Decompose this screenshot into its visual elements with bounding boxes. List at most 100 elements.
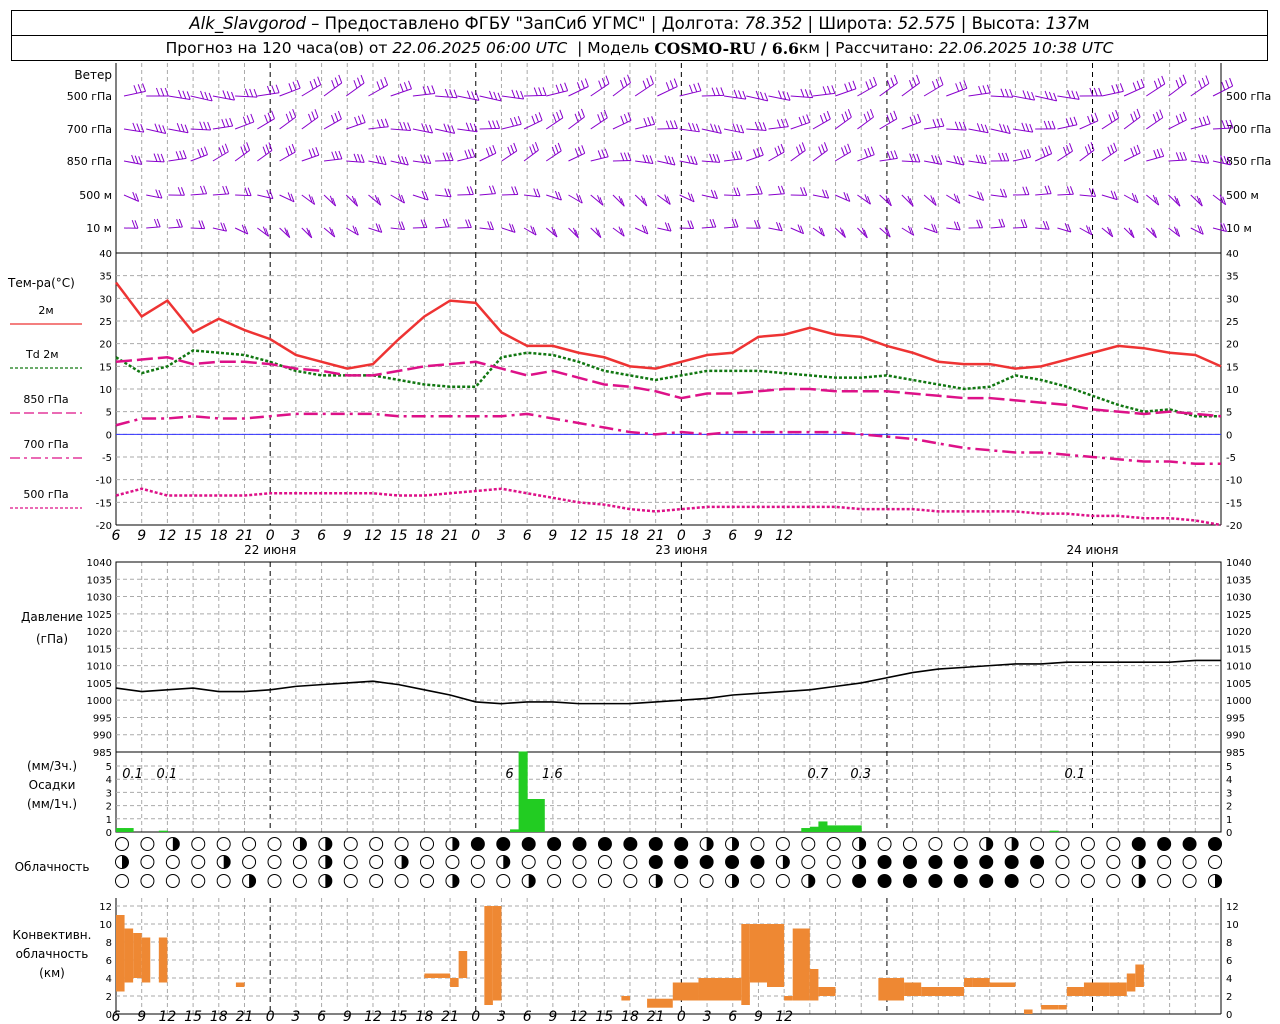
wind-barb-feather xyxy=(1160,148,1165,157)
wind-barb xyxy=(524,94,547,97)
wind-barb-feather xyxy=(580,80,585,89)
wind-barb-feather xyxy=(182,150,187,159)
wind-barb-feather xyxy=(1113,191,1118,200)
wind-barb xyxy=(879,157,898,162)
wind-barb-feather xyxy=(1093,87,1098,97)
wind-barb-feather xyxy=(1009,89,1014,98)
wind-barb-feather xyxy=(376,81,381,90)
wind-barb-feather xyxy=(823,112,828,122)
wind-barb-feather xyxy=(953,193,958,202)
wind-barb-feather xyxy=(375,223,380,232)
wind-barb-feather xyxy=(804,89,809,98)
cloud-symbol xyxy=(1055,874,1070,888)
wind-barb xyxy=(346,122,366,130)
wind-barb-feather xyxy=(645,154,650,164)
wind-barb-feather xyxy=(755,90,760,100)
cloud-symbol xyxy=(877,837,892,851)
temp-ytick: 30 xyxy=(99,294,112,305)
conv-bar xyxy=(1066,987,1084,996)
wind-barb-feather xyxy=(1201,77,1206,87)
cloud-symbol-half xyxy=(223,855,231,869)
wind-barb-feather xyxy=(731,151,736,160)
wind-barb-feather xyxy=(826,85,831,95)
wind-barb-feather xyxy=(801,142,806,151)
wind-barb-feather xyxy=(962,121,967,131)
wind-barb xyxy=(257,92,280,97)
pressure-ytick-right: 1025 xyxy=(1226,610,1251,621)
temp-ytick-right: 0 xyxy=(1226,430,1232,441)
wind-barb xyxy=(923,227,938,234)
wind-barb-feather xyxy=(551,227,556,236)
cloud-symbol-half xyxy=(808,874,815,888)
wind-barb-feather xyxy=(867,196,871,205)
precip-ytick-right: 0 xyxy=(1226,828,1232,839)
conv-bar xyxy=(741,924,750,1005)
conv-label: Конвективн. xyxy=(13,928,92,942)
wind-barb-feather xyxy=(1132,82,1137,91)
wind-barb-feather xyxy=(554,190,559,200)
hour-label: 3 xyxy=(703,1009,712,1024)
wind-barb xyxy=(590,83,610,97)
wind-barb-feather xyxy=(186,91,191,100)
pressure-ytick: 995 xyxy=(93,713,112,724)
wind-barb-feather xyxy=(839,227,844,236)
wind-barb-feather xyxy=(870,108,874,118)
temp-ytick-right: -10 xyxy=(1226,476,1242,487)
wind-barb xyxy=(1101,227,1114,238)
cloud-symbol xyxy=(242,855,257,869)
wind-barb-feather xyxy=(176,219,181,228)
cloud-symbol xyxy=(877,874,892,888)
cloud-symbol xyxy=(1182,837,1197,851)
precip-bar xyxy=(527,799,537,832)
wind-barb xyxy=(1190,123,1211,130)
precip-title: Осадки xyxy=(29,778,76,792)
wind-barb-feather xyxy=(533,87,538,96)
wind-barb xyxy=(1079,120,1099,130)
wind-barb-feather xyxy=(266,85,271,95)
wind-barb-feather xyxy=(133,85,138,94)
wind-barb xyxy=(834,227,846,238)
wind-barb-feather xyxy=(844,83,849,92)
wind-barb-feather xyxy=(1182,111,1187,121)
wind-barb-feather xyxy=(243,144,248,153)
cloud-symbol xyxy=(699,855,714,869)
wind-barb xyxy=(1057,150,1073,162)
temp-ytick-right: 20 xyxy=(1226,340,1239,351)
cloud-symbol xyxy=(216,874,231,888)
wind-barb-feather xyxy=(490,221,494,230)
wind-barb-feather xyxy=(464,150,469,159)
wind-barb-feather xyxy=(420,154,425,163)
wind-barb-feather xyxy=(977,191,982,200)
wind-barb-feather xyxy=(572,227,577,237)
conv-bar xyxy=(904,982,922,996)
wind-barb-feather xyxy=(557,191,562,201)
cloud-symbol xyxy=(572,855,587,869)
wind-barb-feather xyxy=(360,74,365,84)
cloud-symbol xyxy=(572,874,587,888)
wind-barb-feather xyxy=(777,185,782,195)
wind-barb-feather xyxy=(686,154,691,164)
wind-barb-feather xyxy=(447,188,452,197)
cloud-symbol xyxy=(826,837,841,851)
wind-barb-feather xyxy=(620,198,625,207)
pressure-precip-frame xyxy=(115,561,1222,833)
wind-barb xyxy=(1146,83,1166,97)
wind-barb xyxy=(612,194,625,207)
wind-barb-feather xyxy=(733,89,738,99)
conv-bar xyxy=(158,937,168,983)
wind-barb xyxy=(412,128,433,134)
wind-barb xyxy=(834,151,851,162)
wind-barb-feather xyxy=(291,143,296,153)
wind-barb-feather xyxy=(267,112,272,121)
wind-barb-feather xyxy=(1075,91,1080,100)
wind-barb xyxy=(479,227,494,231)
wind-barb-feather xyxy=(1069,142,1073,152)
wind-barb xyxy=(612,82,631,97)
wind-barb xyxy=(901,160,920,163)
wind-barb-feather xyxy=(315,146,320,156)
wind-barb xyxy=(1012,128,1033,133)
wind-barb-feather xyxy=(475,92,480,101)
cloud-symbol xyxy=(1106,855,1121,869)
wind-barb-feather xyxy=(1092,188,1097,197)
wind-barb xyxy=(123,90,146,97)
